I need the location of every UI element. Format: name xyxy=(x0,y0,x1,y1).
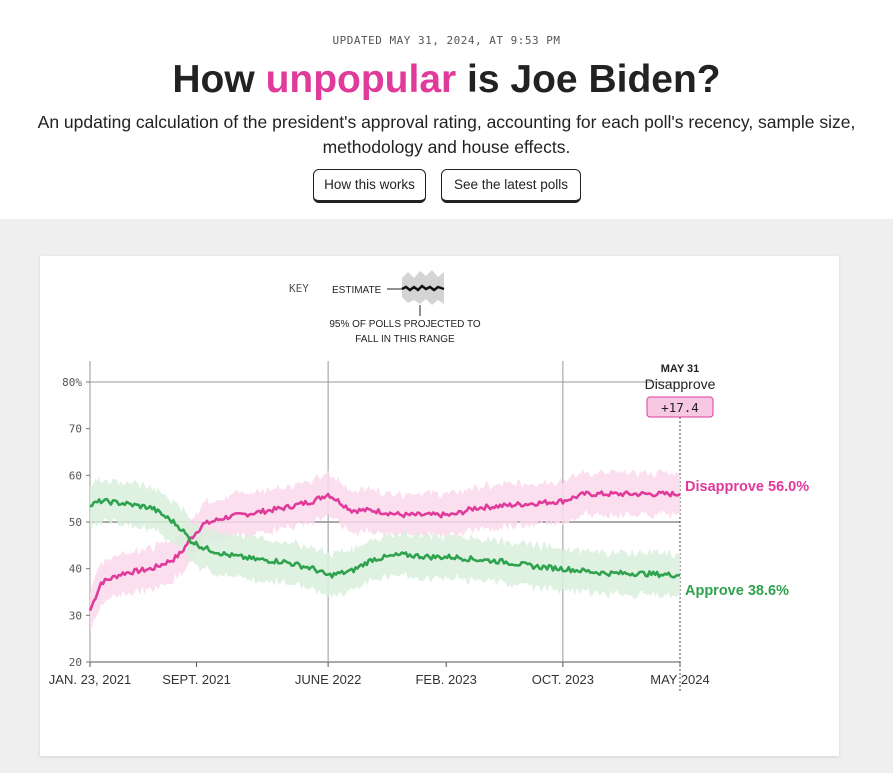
page-title: How unpopular is Joe Biden? xyxy=(0,58,893,102)
title-suffix: is Joe Biden? xyxy=(456,58,721,101)
page-subtitle: An updating calculation of the president… xyxy=(37,112,856,157)
x-tick-label: MAY 2024 xyxy=(650,672,710,687)
end-date-label: MAY 31 xyxy=(661,363,700,375)
lead-label: Disapprove xyxy=(645,376,716,392)
net-badge xyxy=(646,396,714,418)
key-range-label-2: FALL IN THIS RANGE xyxy=(355,334,455,345)
x-tick-label: FEB. 2023 xyxy=(415,672,476,687)
chart-end-marks: MAY 31 Disapprove +17.4 Disapprove 56.0%… xyxy=(645,363,810,599)
x-tick-label: SEPT. 2021 xyxy=(162,672,231,687)
y-tick-label: 80% xyxy=(62,376,82,389)
approval-chart: KEY ESTIMATE 95% OF POLLS PROJECTED TO F… xyxy=(49,270,810,692)
y-tick-label: 20 xyxy=(69,656,82,669)
net-value: +17.4 xyxy=(661,400,699,415)
header-section: UPDATED MAY 31, 2024, AT 9:53 PM How unp… xyxy=(0,0,893,219)
y-tick-label: 30 xyxy=(69,609,82,622)
approve-line xyxy=(89,497,681,579)
y-tick-label: 60 xyxy=(69,469,82,482)
chart-bands xyxy=(90,468,680,630)
how-this-works-button[interactable]: How this works xyxy=(313,169,426,203)
key-label: KEY xyxy=(289,282,309,295)
key-range-label-1: 95% OF POLLS PROJECTED TO xyxy=(329,319,481,330)
disapprove-end-label: Disapprove 56.0% xyxy=(685,479,809,495)
chart-key: KEY ESTIMATE 95% OF POLLS PROJECTED TO F… xyxy=(289,270,481,345)
disapprove-band xyxy=(90,468,680,630)
y-tick-label: 70 xyxy=(69,423,82,436)
key-estimate-label: ESTIMATE xyxy=(332,285,382,296)
chart-lines xyxy=(88,490,681,612)
title-prefix: How xyxy=(172,58,266,101)
approve-end-label: Approve 38.6% xyxy=(685,583,789,599)
x-tick-label: JUNE 2022 xyxy=(295,672,361,687)
title-highlight: unpopular xyxy=(265,58,457,101)
key-estimate-line xyxy=(401,284,445,292)
y-tick-label: 50 xyxy=(69,516,82,529)
latest-polls-button[interactable]: See the latest polls xyxy=(441,169,581,203)
y-axis-ticks: 20 30 40 50 60 70 80% xyxy=(62,376,90,669)
updated-timestamp: UPDATED MAY 31, 2024, AT 9:53 PM xyxy=(332,34,561,47)
x-tick-label: OCT. 2023 xyxy=(532,672,594,687)
chart-card: KEY ESTIMATE 95% OF POLLS PROJECTED TO F… xyxy=(40,256,839,756)
x-tick-label: JAN. 23, 2021 xyxy=(49,672,131,687)
x-axis-ticks: JAN. 23, 2021 SEPT. 2021 JUNE 2022 FEB. 202… xyxy=(49,662,710,687)
y-tick-label: 40 xyxy=(69,563,82,576)
